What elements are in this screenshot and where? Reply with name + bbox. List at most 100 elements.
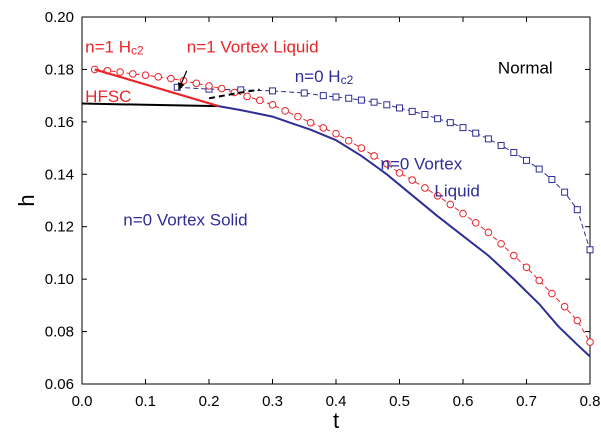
y-tick-label: 0.20 [45,9,74,26]
data-point [586,338,594,346]
data-point [573,316,582,325]
data-point [433,191,442,200]
data-point [446,119,454,127]
data-point [497,141,505,149]
data-point [357,144,366,152]
series-n0-solid-boundary [218,105,591,358]
data-point [116,68,124,76]
data-point [548,176,556,184]
x-tick-label: 0.4 [326,393,347,410]
data-point [408,176,417,184]
y-tick-label: 0.14 [45,166,74,183]
y-tick-label: 0.16 [45,114,74,131]
series-line [94,68,219,108]
data-point [129,70,137,78]
data-point [344,136,353,145]
data-point [421,184,429,192]
y-tick-label: 0.06 [45,376,74,393]
data-point [522,263,531,272]
series-n1-vortex-liquid-boundary [208,88,260,100]
data-point [497,239,505,248]
series-line [81,102,219,108]
data-point [281,107,290,115]
data-point [319,92,327,100]
data-point [269,87,276,95]
data-point [268,101,277,109]
data-point [573,206,581,214]
data-point [370,152,378,160]
y-tick-label: 0.18 [45,61,74,78]
data-point [167,74,175,83]
series-line [94,68,591,343]
data-point [345,94,353,102]
x-tick-label: 0.3 [262,393,283,410]
x-tick-label: 0.5 [389,393,410,410]
data-point [294,112,302,121]
data-point [332,93,340,101]
data-point [383,101,391,109]
data-point [421,111,429,119]
y-tick-label: 0.10 [45,271,74,288]
data-point [395,169,404,177]
data-point [471,218,480,227]
data-point [357,96,365,104]
x-tick-label: 0.6 [453,393,474,410]
data-point [523,156,530,164]
data-point [459,124,467,132]
data-point [205,82,213,90]
x-axis-label: t [333,408,339,432]
data-point [560,302,569,311]
annotation-n1-hc2: n=1 Hc2 [85,37,144,57]
data-point [306,118,315,127]
annotation-normal: Normal [498,58,553,77]
data-point [192,79,201,88]
data-point [548,289,556,298]
series-n1-hc2-segment [94,68,219,108]
data-point [319,124,328,132]
data-point [370,98,378,106]
annotation-n0-vortex-liquid-1: n=0 Vortex [380,155,462,174]
data-point [217,84,226,93]
annotation-n0-vortex-solid: n=0 Vortex Solid [123,210,247,229]
annotation-n0-vortex-liquid-2: Liquid [434,182,479,201]
series-line [208,88,260,100]
data-point [243,92,251,101]
data-point [510,149,518,157]
data-point [472,129,480,137]
data-point [510,251,518,260]
data-point [586,246,594,254]
series-n1-hc2 [90,65,594,346]
x-tick-label: 0.7 [516,393,537,410]
axis-ticks: 0.0 0.1 0.2 0.3 0.4 0.5 0.6 0.7 0.8 0.06 0.08 0.10 0… [45,9,601,410]
data-point [434,115,442,123]
series-hfsc-boundary [81,102,219,108]
annotations-layer: n=1 Hc2 n=1 Vortex Liquid HFSC n=0 Hc2 Norma… [85,37,553,229]
annotation-hfsc: HFSC [85,87,131,106]
data-point [484,228,493,237]
x-tick-label: 0.1 [135,393,156,410]
series-layer [81,65,594,358]
data-point [154,72,162,81]
data-point [332,129,340,138]
data-point [459,209,467,218]
y-tick-label: 0.08 [45,324,74,341]
data-point [484,135,492,143]
annotation-n1-vortex-liquid: n=1 Vortex Liquid [187,37,319,56]
data-point [383,160,391,168]
x-tick-label: 0.8 [580,393,601,410]
data-point [535,165,543,173]
data-point [300,89,308,97]
x-tick-label: 0.2 [199,393,220,410]
series-line [218,105,591,358]
arrow-head [178,82,185,90]
data-point [446,200,455,209]
x-tick-label: 0.0 [72,393,93,410]
data-point [256,96,264,105]
y-tick-label: 0.12 [45,219,74,236]
y-axis-label: h [14,194,39,206]
series-n0-hc2 [173,83,594,254]
data-point [535,276,544,285]
annotation-n0-hc2: n=0 Hc2 [295,67,354,87]
data-point [396,104,403,112]
